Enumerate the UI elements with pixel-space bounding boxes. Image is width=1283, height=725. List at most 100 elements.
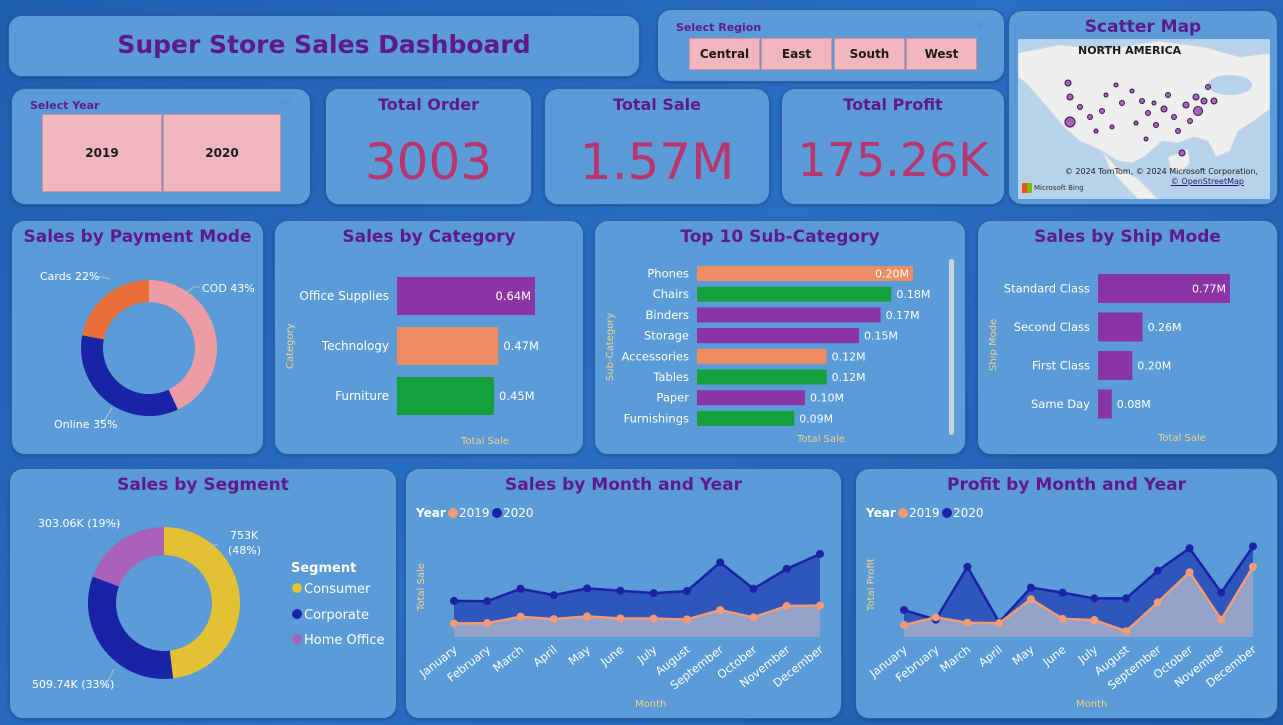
slice-label-cod: COD 43%: [202, 282, 255, 295]
bar[interactable]: [697, 307, 881, 323]
bar[interactable]: [697, 348, 827, 364]
data-point[interactable]: [1122, 594, 1131, 603]
data-point[interactable]: [516, 584, 525, 593]
data-point[interactable]: [483, 597, 492, 606]
chevron-down-icon[interactable]: ⌵: [282, 94, 292, 108]
payment-slice-cod[interactable]: [149, 280, 218, 410]
data-point[interactable]: [1153, 566, 1162, 575]
data-point[interactable]: [450, 619, 458, 628]
bar[interactable]: [697, 328, 859, 344]
data-point[interactable]: [900, 621, 908, 630]
segment-chart[interactable]: 753K (48%) 509.74K (33%) 303.06K (19%) S…: [10, 469, 397, 719]
bar[interactable]: [697, 266, 913, 281]
osm-link[interactable]: © OpenStreetMap: [1170, 177, 1244, 186]
data-point[interactable]: [649, 614, 658, 623]
data-point[interactable]: [900, 606, 908, 614]
chevron-down-icon[interactable]: ⌵: [976, 16, 986, 30]
kpi-title: Total Sale: [613, 95, 701, 114]
bar[interactable]: [397, 377, 495, 415]
data-point[interactable]: [1026, 583, 1035, 592]
data-point[interactable]: [549, 591, 558, 600]
data-point[interactable]: [1058, 588, 1067, 597]
data-point[interactable]: [583, 612, 592, 621]
legend-item-2020: 2020: [503, 506, 534, 520]
bar[interactable]: [1098, 351, 1133, 380]
data-point[interactable]: [1090, 594, 1099, 603]
data-point[interactable]: [931, 613, 940, 622]
data-point[interactable]: [1058, 614, 1067, 623]
slice-label-corporate: 509.74K (33%): [32, 678, 114, 691]
bar[interactable]: [1098, 312, 1143, 342]
data-point[interactable]: [1217, 615, 1226, 624]
data-point[interactable]: [782, 601, 791, 610]
bar[interactable]: [397, 277, 535, 315]
tick-label: June: [597, 642, 626, 669]
data-point[interactable]: [1026, 595, 1035, 604]
data-point[interactable]: [1249, 562, 1257, 571]
data-point[interactable]: [583, 584, 592, 593]
data-point[interactable]: [549, 615, 558, 624]
data-point[interactable]: [963, 562, 972, 571]
bar[interactable]: [697, 410, 795, 426]
axis-title-y: Total Profit: [866, 558, 877, 612]
data-point[interactable]: [616, 586, 625, 595]
subcategory-chart[interactable]: Sub-Category Total Sale Phones 0.20M Chair…: [595, 221, 966, 455]
data-point[interactable]: [816, 549, 824, 558]
bar[interactable]: [1098, 389, 1112, 419]
payment-mode-chart[interactable]: COD 43% Online 35% Cards 22%: [12, 221, 264, 455]
data-point[interactable]: [682, 587, 691, 596]
category-label: Second Class: [1014, 320, 1090, 334]
segment-slice-consumer[interactable]: [164, 527, 241, 679]
data-point[interactable]: [716, 606, 725, 614]
data-point[interactable]: [995, 619, 1004, 628]
data-point[interactable]: [1185, 568, 1194, 577]
chart-title: Sales by Segment: [117, 475, 289, 495]
data-point[interactable]: [616, 614, 625, 623]
data-point[interactable]: [1153, 598, 1162, 607]
data-point[interactable]: [782, 564, 791, 573]
data-point[interactable]: [682, 615, 691, 624]
region-option-south[interactable]: South: [834, 38, 905, 70]
data-point[interactable]: [1217, 588, 1226, 597]
map-canvas[interactable]: NORTH AMERICA Microsoft Bing © 2024 TomT…: [1018, 39, 1270, 199]
data-point[interactable]: [1090, 616, 1099, 625]
bar[interactable]: [397, 327, 499, 365]
legend-item-2019: 2019: [909, 506, 940, 520]
data-point[interactable]: [516, 612, 525, 621]
bar[interactable]: [697, 390, 805, 406]
shipmode-chart[interactable]: Ship Mode Total Sale Standard Class 0.77M…: [978, 221, 1278, 455]
data-point[interactable]: [963, 618, 972, 627]
data-point[interactable]: [1185, 544, 1194, 553]
data-point[interactable]: [1249, 542, 1257, 551]
legend-marker-consumer: [292, 583, 302, 593]
region-option-east[interactable]: East: [761, 38, 832, 70]
data-point[interactable]: [749, 584, 758, 593]
data-point[interactable]: [749, 613, 758, 622]
slice-label-cards: Cards 22%: [40, 270, 99, 283]
bar[interactable]: [697, 286, 892, 302]
legend-item-corporate: Corporate: [304, 608, 369, 623]
segment-slice-corporate[interactable]: [88, 576, 174, 679]
scrollbar[interactable]: [949, 259, 954, 435]
segment-slice-home-office[interactable]: [92, 527, 164, 587]
data-point[interactable]: [450, 596, 458, 605]
year-option-2020[interactable]: 2020: [163, 114, 281, 192]
region-option-west[interactable]: West: [906, 38, 977, 70]
data-point[interactable]: [483, 619, 492, 628]
payment-slice-cards[interactable]: [82, 280, 149, 340]
value-label: 0.47M: [503, 339, 539, 353]
year-option-2019[interactable]: 2019: [42, 114, 162, 192]
sales-month-chart[interactable]: Year 2019 2020 Total Sale Month JanuaryF…: [406, 469, 842, 719]
category-chart[interactable]: Category Total Sale Office Supplies 0.64M…: [275, 221, 584, 455]
data-point[interactable]: [649, 589, 658, 598]
profit-month-chart[interactable]: Year 2019 2020 Total Profit Month Januar…: [856, 469, 1278, 719]
line-2020: [903, 545, 1255, 625]
payment-mode-card: Sales by Payment Mode COD 43% Online 35%…: [11, 220, 264, 455]
bar[interactable]: [697, 369, 827, 385]
payment-slice-online[interactable]: [81, 335, 178, 416]
data-point[interactable]: [816, 601, 824, 610]
data-point[interactable]: [1122, 627, 1131, 636]
data-point[interactable]: [716, 558, 725, 567]
region-option-central[interactable]: Central: [689, 38, 760, 70]
bar[interactable]: [1098, 274, 1230, 303]
